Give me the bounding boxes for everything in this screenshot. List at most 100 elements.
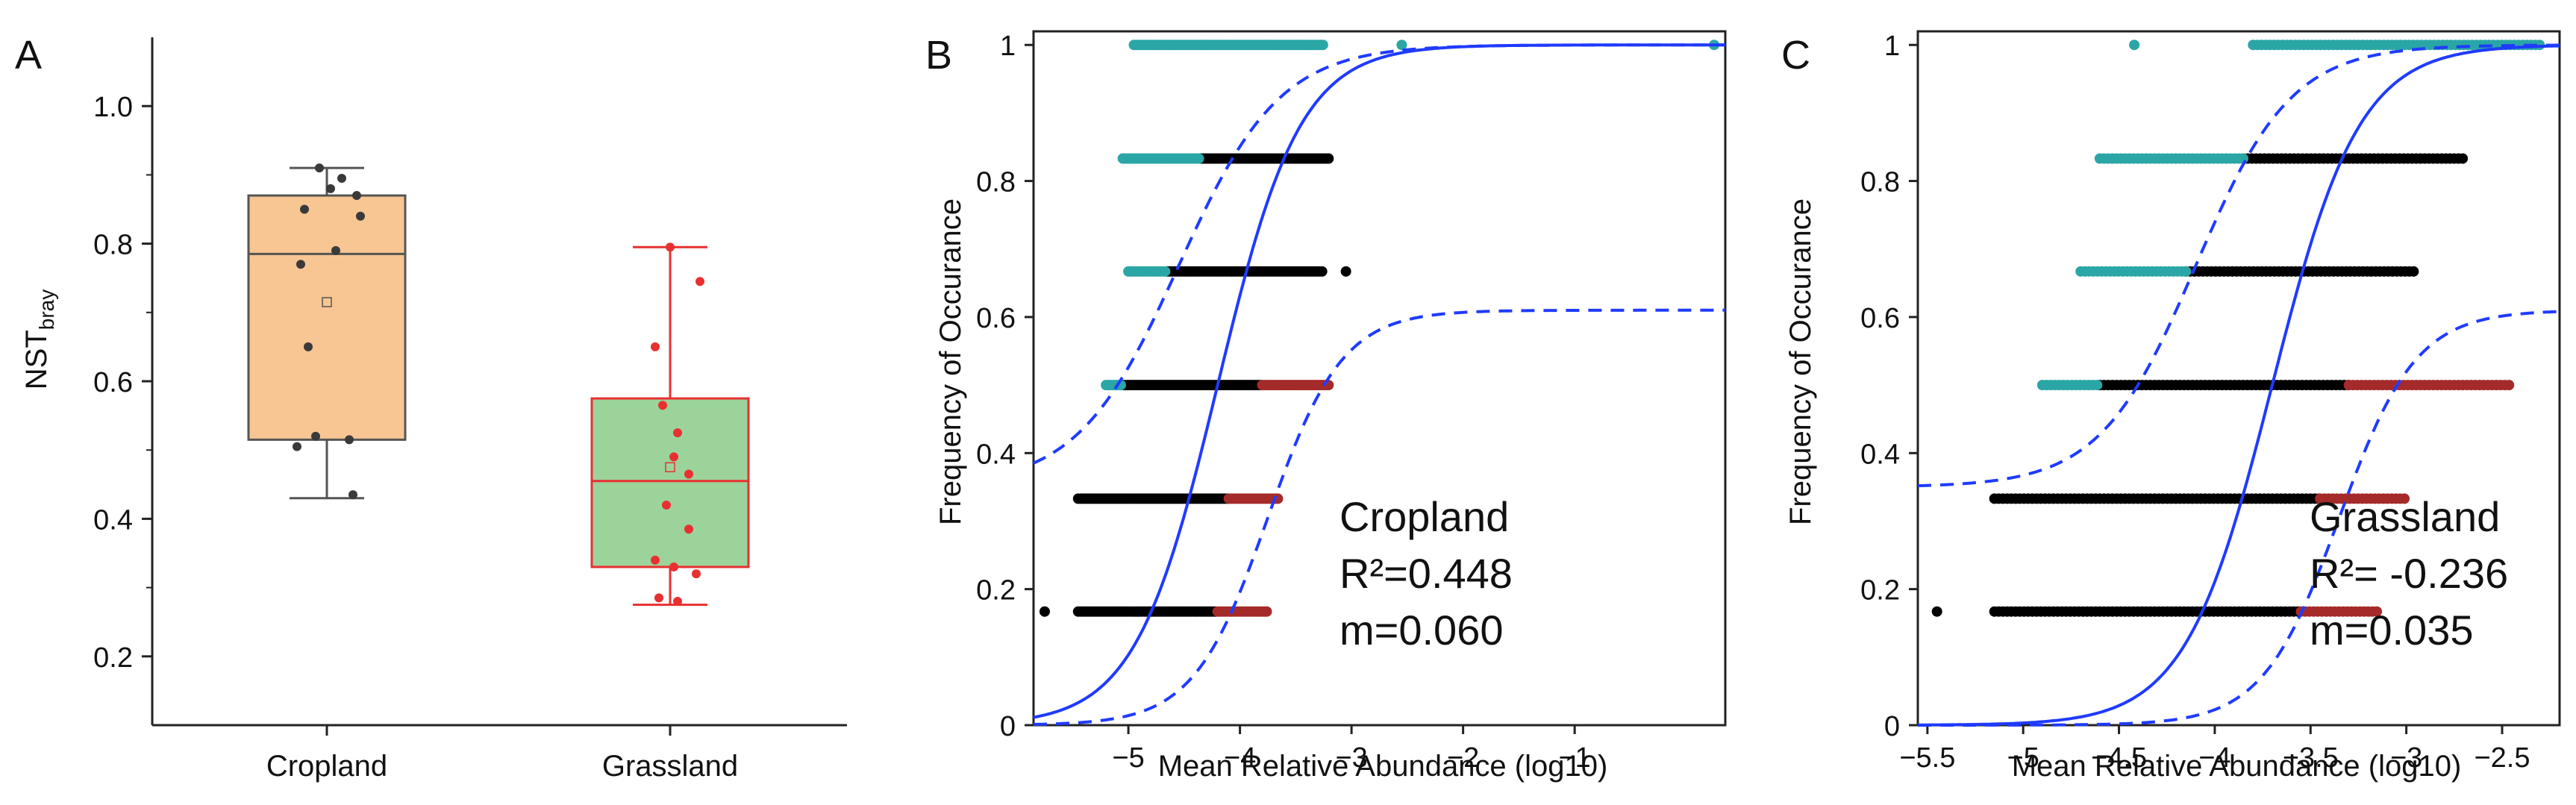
x-tick-label: −5 — [1112, 742, 1144, 774]
panel-a-y-axis-label: NSTbray — [20, 289, 58, 389]
above-prediction-point — [2129, 40, 2140, 51]
x-tick-label: −4 — [1224, 742, 1256, 774]
panel-b-letter: B — [925, 33, 952, 78]
panel-c-y-axis-label: Frequency of Occurance — [1784, 198, 1817, 525]
x-tick-label: −4.5 — [2091, 742, 2147, 774]
data-point — [311, 431, 320, 441]
neutral-point — [1323, 153, 1334, 164]
above-prediction-point — [2180, 266, 2192, 277]
category-label-cropland: Cropland — [266, 750, 387, 783]
panel-c-fit-lines — [1917, 43, 2560, 727]
neutral-model-fit-line — [1918, 44, 2560, 727]
y-tick-label: 1 — [1884, 31, 1900, 62]
x-tick-label: −3 — [1335, 742, 1367, 774]
box-cropland — [247, 194, 407, 441]
data-point — [692, 569, 701, 579]
neutral-point — [2408, 266, 2419, 277]
panel-b-annotation-site: Cropland — [1339, 493, 1509, 540]
data-point — [684, 524, 693, 534]
x-tick-label: −1 — [1558, 742, 1590, 774]
panel-a-y-ticks: 0.2 0.4 0.6 0.8 1.0 — [93, 92, 672, 736]
panel-b-annotation-m: m=0.060 — [1339, 607, 1504, 654]
category-label-grassland: Grassland — [602, 750, 738, 783]
above-prediction-point — [2092, 380, 2103, 391]
panel-b-axes — [1032, 30, 1727, 727]
below-prediction-point — [2504, 380, 2515, 391]
y-tick-label: 0 — [1000, 711, 1016, 742]
data-point — [684, 469, 693, 479]
panel-a-boxes — [247, 163, 750, 607]
mean-marker — [322, 297, 332, 307]
panel-a: A 0.2 0.4 0.6 0.8 1.0 NSTbray Cropland Grass… — [15, 33, 847, 783]
panel-b-x-axis-label: Mean Relative Abundance (log10) — [1158, 750, 1608, 783]
data-point — [315, 163, 324, 173]
plot-frame — [1916, 30, 2561, 727]
data-point — [651, 342, 660, 351]
data-point — [326, 184, 335, 193]
panel-c-letter: C — [1781, 33, 1810, 78]
above-prediction-point — [1396, 40, 1407, 51]
plot-frame — [1032, 30, 1727, 727]
data-point — [654, 593, 663, 603]
panel-b-annotation-r2: R²=0.448 — [1339, 550, 1513, 597]
panel-c-annotation-r2: R²= -0.236 — [2310, 550, 2508, 597]
data-point — [695, 277, 704, 286]
above-prediction-point — [1160, 266, 1171, 277]
x-tick-label: −2 — [1447, 742, 1479, 774]
lower-confidence-line — [1033, 308, 1725, 726]
data-point — [348, 490, 357, 500]
panel-b-fit-lines — [1033, 43, 1725, 726]
y-tick-label: 0.4 — [93, 504, 133, 536]
panel-b-ticks: 0 0.2 0.4 0.6 0.8 1 −5 −4 −3 −2 −1 — [976, 31, 1591, 774]
x-tick-label: −3 — [2390, 742, 2422, 774]
x-tick-label: −3.5 — [2283, 742, 2339, 774]
data-point — [337, 174, 346, 184]
data-point — [345, 435, 354, 445]
panel-c: C 0 0.2 0.4 0.6 0.8 1 −5.5 −5 −4.5 −4 −3.5 −3 −2.5 F… — [1781, 30, 2561, 783]
data-point — [669, 452, 678, 462]
data-point — [293, 442, 301, 451]
panel-c-axes — [1916, 30, 2561, 727]
y-tick-label: 0.8 — [93, 230, 133, 261]
above-prediction-point — [1193, 153, 1204, 164]
y-tick-label: 1.0 — [93, 92, 133, 123]
x-tick-label: −4 — [2198, 742, 2230, 774]
x-tick-label: −5 — [2007, 742, 2039, 774]
y-tick-label: 0.6 — [93, 367, 133, 398]
data-point — [304, 342, 313, 351]
y-tick-label: 0.8 — [976, 167, 1016, 198]
neutral-point — [1316, 266, 1328, 277]
panel-b-y-axis-label: Frequency of Occurance — [934, 198, 967, 525]
below-prediction-point — [1261, 606, 1272, 617]
y-tick-label: 0.6 — [976, 303, 1016, 334]
neutral-point — [2457, 153, 2469, 164]
panel-a-letter: A — [15, 33, 42, 78]
y-tick-label: 0.6 — [1860, 303, 1900, 334]
mean-marker — [665, 462, 675, 472]
y-label-main: NST — [20, 330, 53, 389]
lower-confidence-line — [1918, 310, 2560, 727]
y-tick-label: 0.2 — [1860, 575, 1900, 607]
upper-confidence-line — [1033, 43, 1725, 465]
below-prediction-point — [2399, 493, 2410, 504]
data-point — [673, 428, 682, 438]
data-point — [356, 211, 365, 221]
y-label-subscript: bray — [35, 289, 58, 330]
data-point — [662, 500, 671, 510]
y-tick-label: 0.2 — [976, 575, 1016, 607]
y-tick-label: 0.4 — [976, 439, 1016, 470]
data-point — [651, 555, 660, 565]
upper-confidence-line — [1917, 43, 2560, 488]
neutral-point — [1039, 606, 1050, 617]
below-prediction-point — [2372, 606, 2383, 617]
data-point — [658, 401, 667, 410]
data-point — [666, 242, 675, 252]
y-tick-label: 0 — [1884, 711, 1900, 742]
y-tick-label: 0.2 — [93, 642, 133, 674]
panel-c-points — [1931, 40, 2545, 617]
neutral-point — [1931, 606, 1942, 617]
data-point — [352, 191, 361, 201]
data-point — [331, 245, 340, 255]
